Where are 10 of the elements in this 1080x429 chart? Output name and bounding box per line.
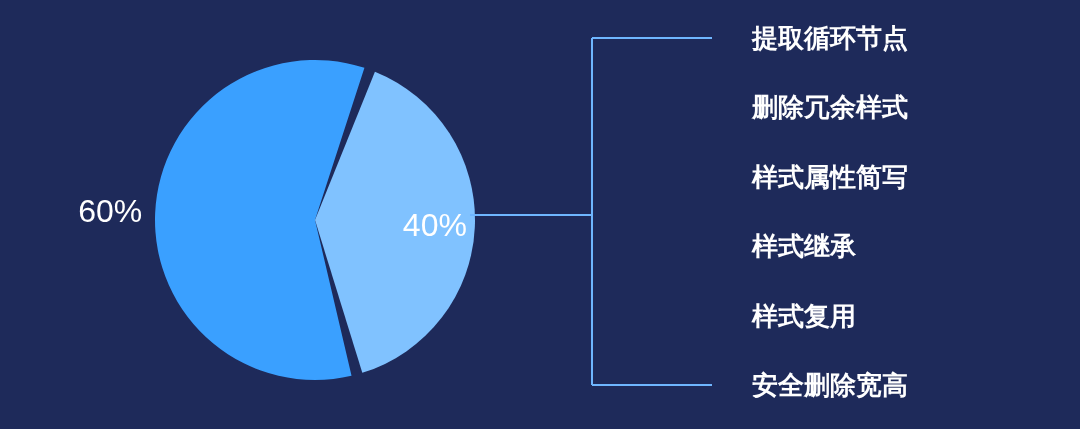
pie-slice: [155, 60, 365, 380]
pie-slice: [315, 71, 475, 373]
text: 删除冗余样式: [752, 91, 908, 125]
text: 样式继承: [752, 230, 856, 264]
text: 样式复用: [752, 299, 856, 333]
text: 提取循环节点: [752, 22, 908, 55]
data-label: 60%: [78, 193, 143, 230]
data-label: 40%: [402, 207, 467, 244]
text: 样式属性简写: [752, 160, 908, 194]
text: 安全删除宽高: [752, 369, 908, 402]
